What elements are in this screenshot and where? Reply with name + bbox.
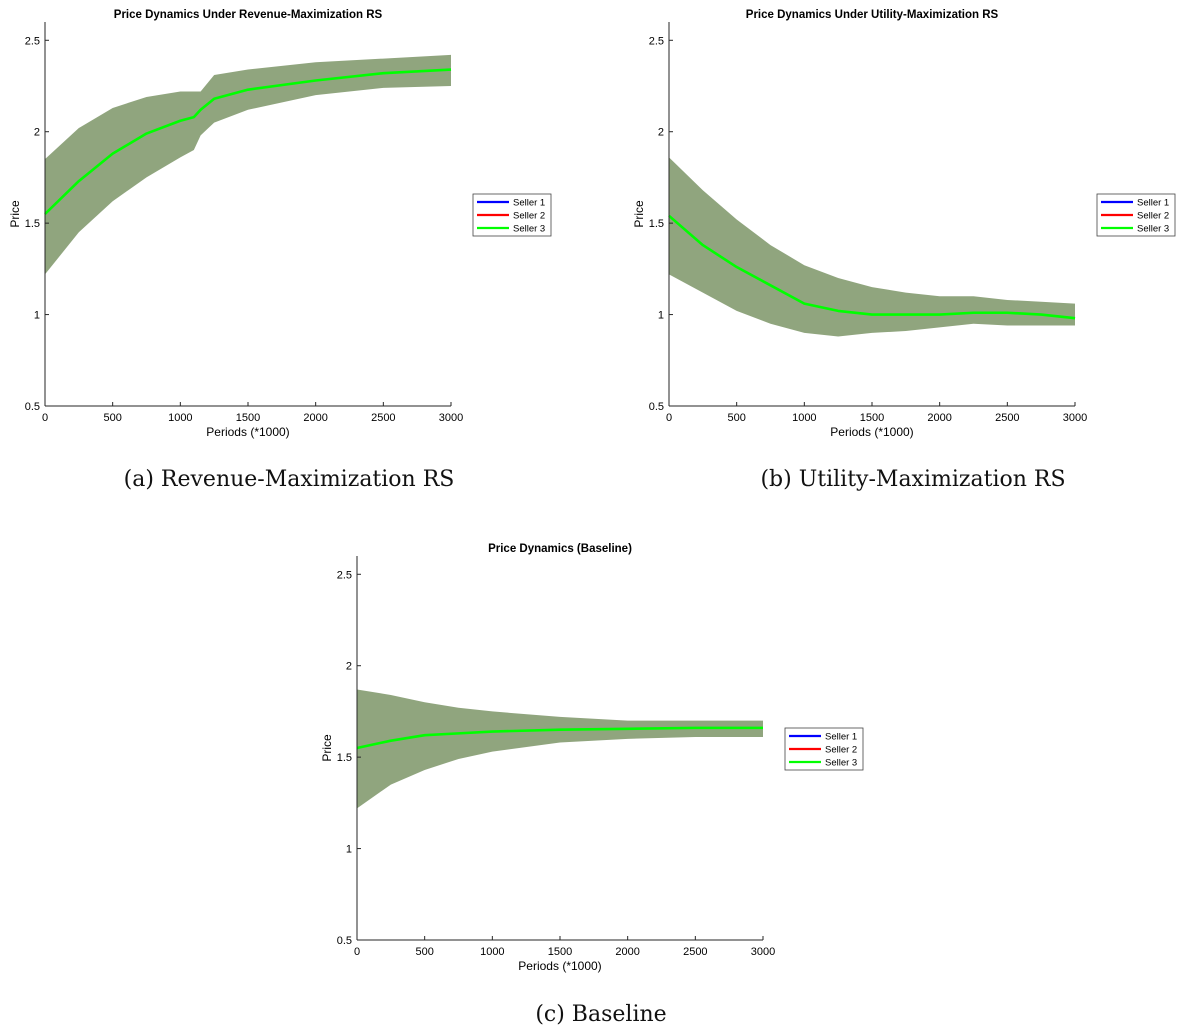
legend-label-seller-1: Seller 1: [1137, 198, 1169, 209]
y-tick-label: 2.5: [337, 569, 352, 581]
legend-label-seller-2: Seller 2: [1137, 211, 1169, 222]
y-tick-label: 1.5: [337, 752, 352, 764]
x-tick-label: 0: [42, 412, 48, 424]
x-tick-label: 3000: [439, 412, 463, 424]
legend-label-seller-1: Seller 1: [513, 198, 545, 209]
x-tick-label: 500: [415, 946, 433, 958]
x-tick-label: 0: [666, 412, 672, 424]
y-tick-label: 1: [34, 310, 40, 322]
x-tick-label: 2500: [371, 412, 395, 424]
subfigure-caption: (c) Baseline: [535, 1002, 667, 1027]
x-axis-label: Periods (*1000): [518, 959, 601, 973]
chart-title: Price Dynamics Under Revenue-Maximizatio…: [114, 9, 383, 21]
chart-2: 0 500 1000 1500 2000 2500 3000 0.5 1 1.5 2 2.5 Price…: [320, 543, 864, 973]
y-tick-label: 1.5: [25, 218, 40, 230]
y-axis-label: Price: [632, 200, 646, 228]
x-tick-label: 1500: [548, 946, 572, 958]
subfigure-caption: (a) Revenue-Maximization RS: [123, 467, 455, 492]
y-axis-label: Price: [320, 734, 334, 762]
x-tick-label: 500: [727, 412, 745, 424]
series-line-seller-3: [44, 68, 452, 215]
legend: Seller 1 Seller 2 Seller 3: [784, 727, 864, 771]
x-tick-label: 0: [354, 946, 360, 958]
x-tick-label: 3000: [1063, 412, 1087, 424]
x-axis-label: Periods (*1000): [206, 425, 289, 439]
subfigure-caption: (b) Utility-Maximization RS: [760, 467, 1066, 492]
y-axis-label: Price: [8, 200, 22, 228]
x-tick-label: 2000: [303, 412, 327, 424]
x-tick-label: 1500: [236, 412, 260, 424]
x-tick-label: 1000: [480, 946, 504, 958]
y-tick-label: 2: [346, 661, 352, 673]
series-line-seller-3: [356, 726, 763, 750]
y-tick-label: 1: [658, 310, 664, 322]
chart-title: Price Dynamics (Baseline): [488, 543, 632, 555]
chart-1: 0 500 1000 1500 2000 2500 3000 0.5 1 1.5 2 2.5 Price…: [632, 9, 1176, 439]
x-tick-label: 1000: [792, 412, 816, 424]
legend-label-seller-2: Seller 2: [825, 745, 857, 756]
x-tick-label: 3000: [751, 946, 775, 958]
noise-band: [669, 157, 1075, 337]
legend-label-seller-1: Seller 1: [825, 732, 857, 743]
noise-band: [45, 54, 451, 275]
chart-title: Price Dynamics Under Utility-Maximizatio…: [746, 9, 999, 21]
y-tick-label: 2.5: [649, 35, 664, 47]
x-tick-label: 2500: [683, 946, 707, 958]
legend-label-seller-2: Seller 2: [513, 211, 545, 222]
x-axis-label: Periods (*1000): [830, 425, 913, 439]
legend: Seller 1 Seller 2 Seller 3: [472, 193, 552, 237]
legend: Seller 1 Seller 2 Seller 3: [1096, 193, 1176, 237]
x-tick-label: 2500: [995, 412, 1019, 424]
x-tick-label: 2000: [927, 412, 951, 424]
series-line-seller-3: [668, 214, 1076, 320]
y-tick-label: 1.5: [649, 218, 664, 230]
legend-label-seller-3: Seller 3: [825, 758, 857, 769]
y-tick-label: 1: [346, 844, 352, 856]
chart-0: 0 500 1000 1500 2000 2500 3000 0.5 1 1.5 2 2.5 Price…: [8, 9, 552, 439]
y-tick-label: 2: [34, 127, 40, 139]
y-tick-label: 0.5: [337, 935, 352, 947]
x-tick-label: 500: [103, 412, 121, 424]
x-tick-label: 2000: [615, 946, 639, 958]
legend-label-seller-3: Seller 3: [1137, 224, 1169, 235]
noise-band: [357, 689, 763, 809]
y-tick-label: 0.5: [649, 401, 664, 413]
y-tick-label: 2.5: [25, 35, 40, 47]
y-tick-label: 2: [658, 127, 664, 139]
x-tick-label: 1500: [860, 412, 884, 424]
x-tick-label: 1000: [168, 412, 192, 424]
legend-label-seller-3: Seller 3: [513, 224, 545, 235]
y-tick-label: 0.5: [25, 401, 40, 413]
